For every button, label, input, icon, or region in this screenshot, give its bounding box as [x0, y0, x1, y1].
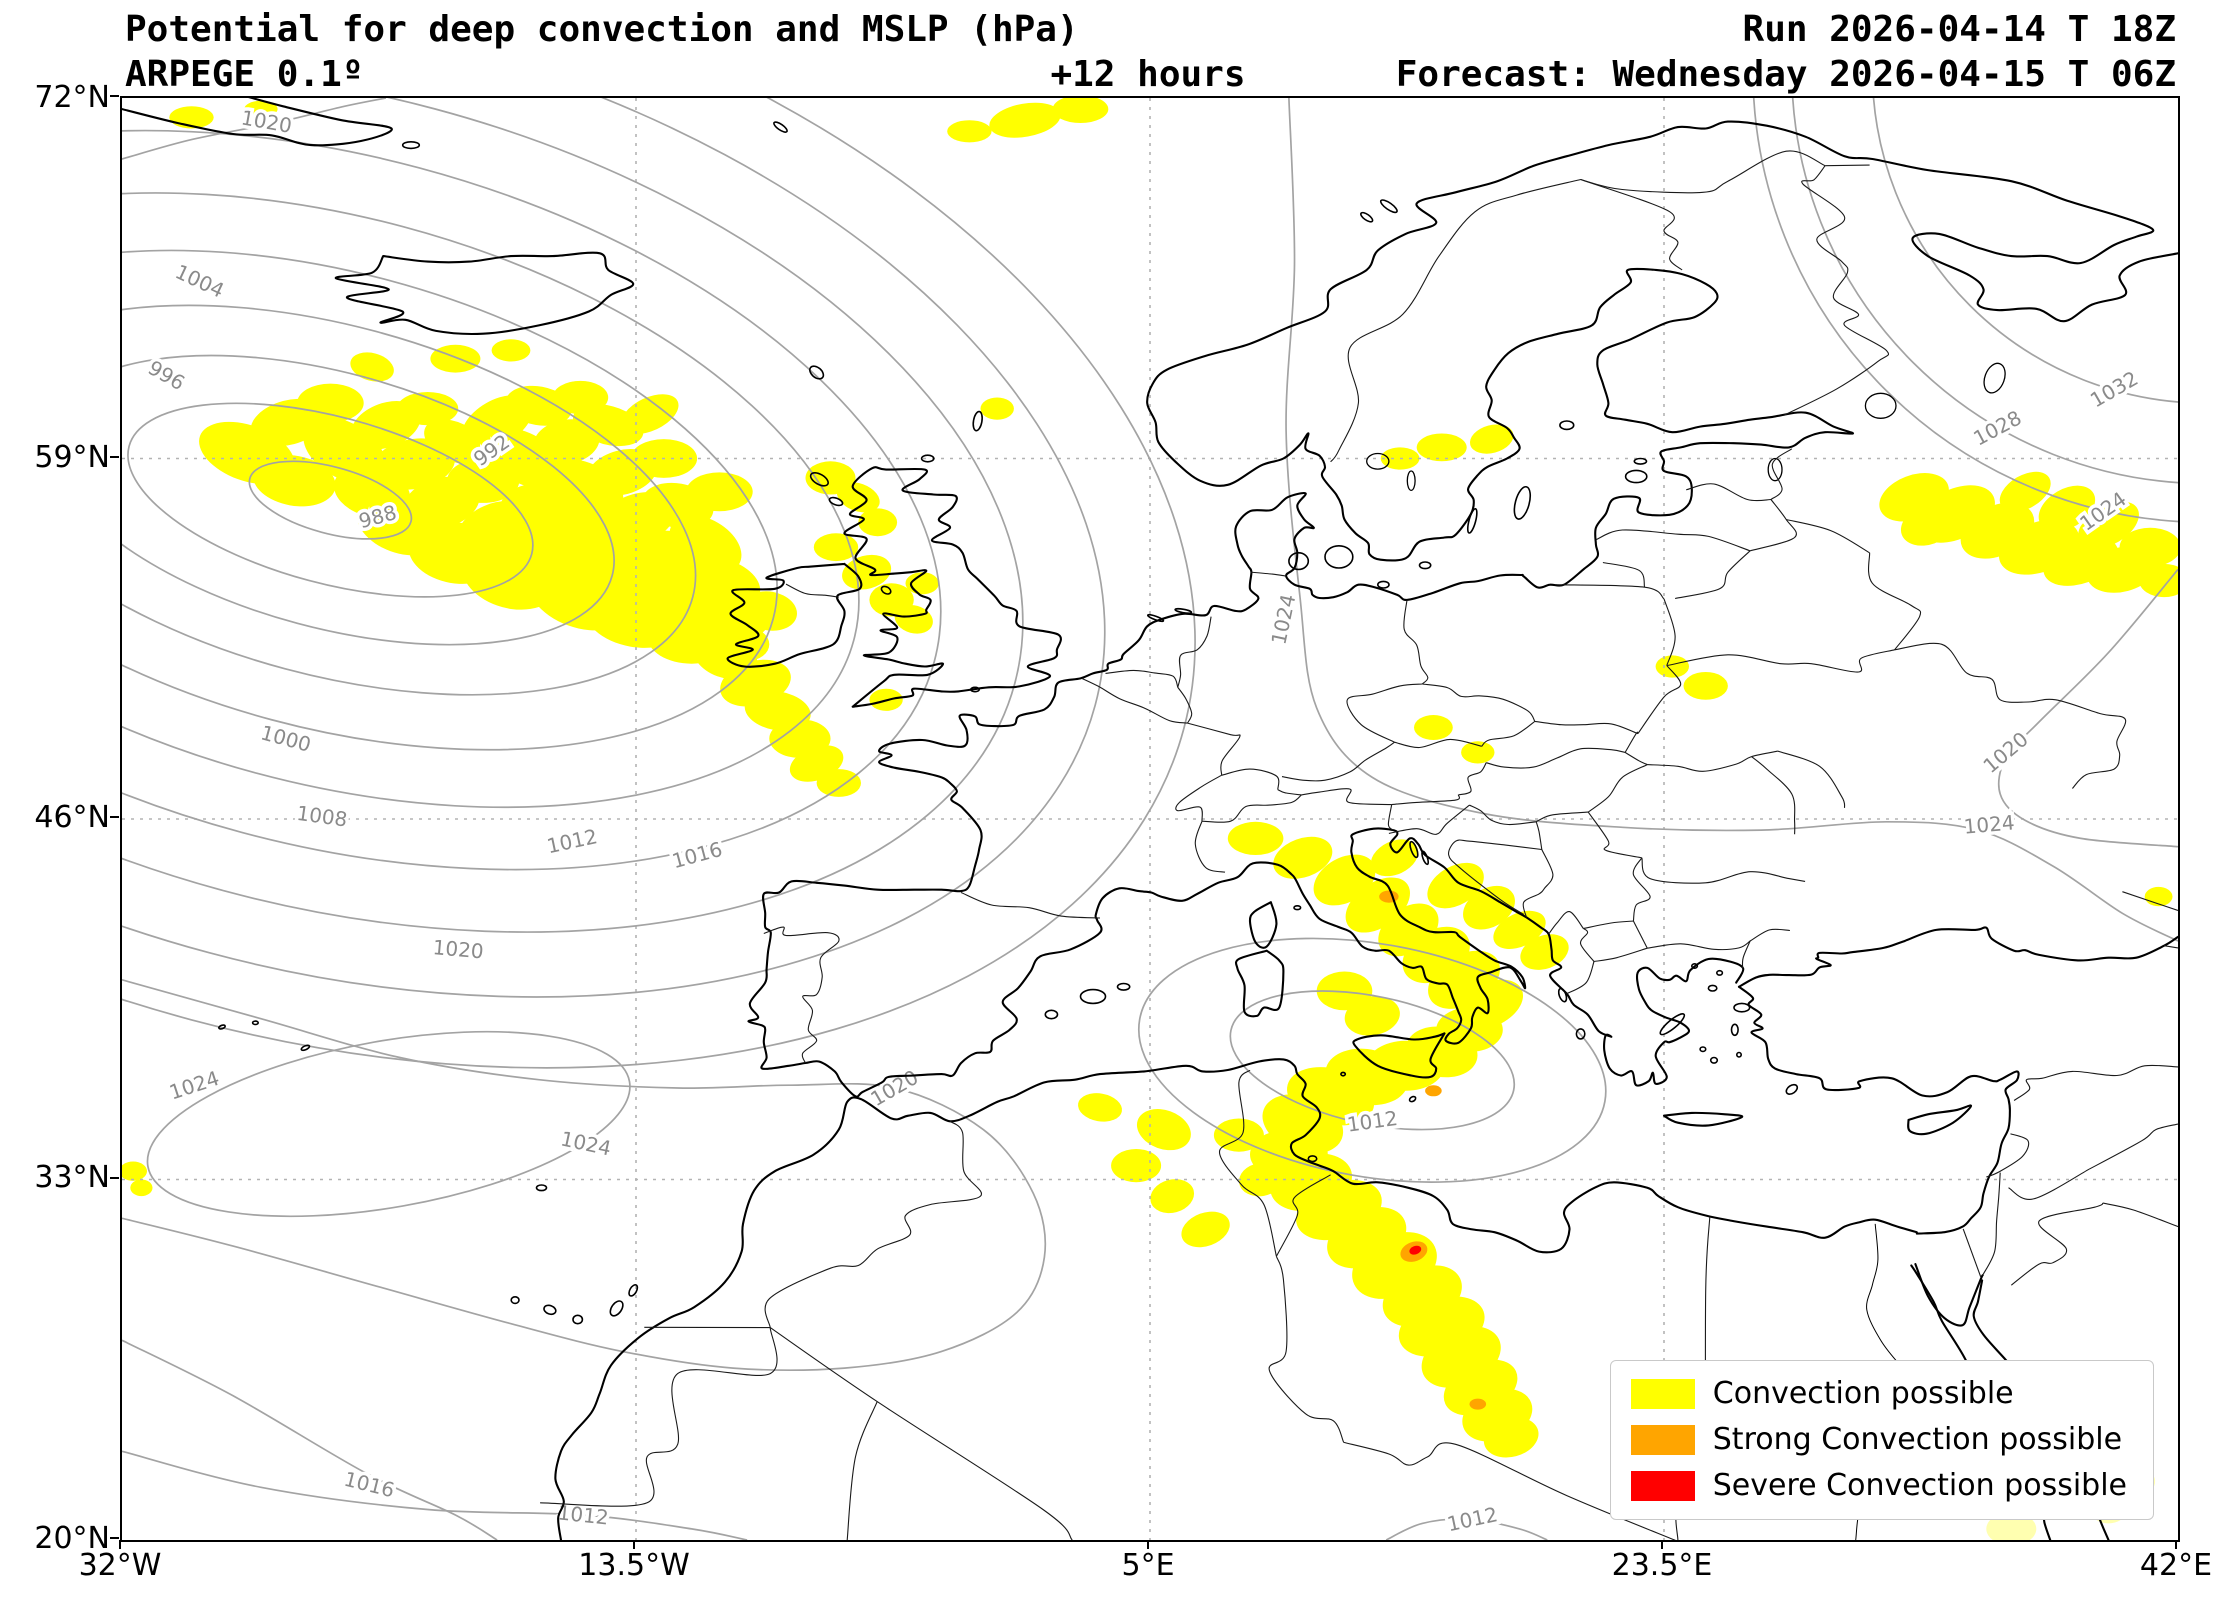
map-legend: Convection possible Strong Convection po…	[1609, 1360, 2154, 1520]
isobar-value-label: 1020	[239, 105, 293, 137]
x-tickmark	[2175, 1540, 2177, 1549]
isobar-value-label: 1012	[1445, 1502, 1500, 1536]
model-label: ARPEGE 0.1º	[125, 54, 364, 95]
run-time-label: Run 2026-04-14 T 18Z	[1742, 9, 2176, 50]
isobar-value-label: 1016	[669, 837, 724, 873]
y-tick-46N: 46°N	[34, 800, 110, 835]
x-tick-13p5W: 13.5°W	[578, 1548, 690, 1583]
x-tick-42E: 42°E	[2139, 1548, 2213, 1583]
lakes-layer	[1366, 362, 2006, 492]
x-tick-23p5E: 23.5°E	[1611, 1548, 1713, 1583]
y-tick-72N: 72°N	[34, 80, 110, 115]
isobar-layer	[122, 98, 2178, 1540]
x-tickmark	[119, 1540, 121, 1549]
isobar-value-label: 1024	[1963, 810, 2016, 838]
legend-swatch-convection	[1630, 1379, 1695, 1409]
legend-swatch-severe-convection	[1630, 1471, 1695, 1501]
y-tick-20N: 20°N	[34, 1521, 110, 1556]
legend-swatch-strong-convection	[1630, 1425, 1695, 1455]
legend-item-strong-convection: Strong Convection possible	[1630, 1422, 2127, 1457]
isobar-value-label: 1016	[342, 1467, 397, 1503]
legend-label-convection: Convection possible	[1712, 1376, 2014, 1411]
legend-label-severe-convection: Severe Convection possible	[1712, 1468, 2127, 1503]
isobar-value-label: 1020	[1978, 727, 2032, 778]
isobar-value-label: 1000	[258, 720, 313, 756]
y-tickmark	[110, 456, 119, 458]
isobar-value-label: 1012	[545, 824, 600, 858]
isobar-value-label: 1032	[2086, 366, 2142, 412]
graticule-layer	[122, 98, 2178, 1540]
x-tick-32W: 32°W	[78, 1548, 162, 1583]
x-tick-5E: 5°E	[1121, 1548, 1175, 1583]
isobar-value-label: 1024	[166, 1066, 222, 1105]
x-tickmark	[633, 1540, 635, 1549]
convection-possible-layer	[122, 98, 2178, 1458]
coastline-layer	[122, 98, 2178, 1540]
y-tickmark	[110, 1537, 119, 1539]
isobar-value-label: 1020	[866, 1065, 922, 1111]
x-tickmark	[1661, 1540, 1663, 1549]
legend-label-strong-convection: Strong Convection possible	[1712, 1422, 2123, 1457]
isobar-value-label: 1020	[432, 935, 485, 963]
map-plot-area: 1020 1004 996 992 988 1000 1008 1012 1016 1020 102…	[120, 96, 2180, 1542]
isobar-value-label: 1024	[559, 1126, 614, 1160]
figure-title: Potential for deep convection and MSLP (…	[125, 9, 1079, 50]
isobar-value-label: 1028	[1969, 405, 2025, 450]
legend-item-severe-convection: Severe Convection possible	[1630, 1468, 2127, 1503]
y-tick-33N: 33°N	[34, 1160, 110, 1195]
x-tickmark	[1147, 1540, 1149, 1549]
isobar-value-label: 1024	[1266, 592, 1300, 647]
isobar-value-label: 996	[144, 355, 189, 395]
isobar-value-label: 1008	[295, 801, 349, 832]
lead-time-label: +12 hours	[1050, 54, 1246, 95]
isobar-value-label: 1004	[172, 259, 228, 302]
country-borders-layer	[540, 150, 2178, 1540]
legend-item-convection: Convection possible	[1630, 1376, 2127, 1411]
severe-convection-layer	[1409, 1245, 1422, 1255]
y-tickmark	[110, 816, 119, 818]
y-tickmark	[110, 1177, 119, 1179]
forecast-time-label: Forecast: Wednesday 2026-04-15 T 06Z	[1395, 54, 2176, 95]
y-tick-59N: 59°N	[34, 440, 110, 475]
y-tickmark	[110, 95, 119, 97]
